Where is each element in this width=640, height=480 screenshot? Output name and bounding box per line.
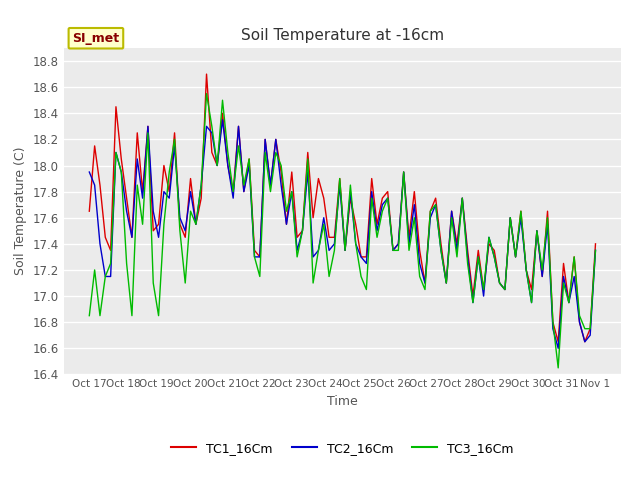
TC2_16Cm: [591, 248, 599, 253]
TC1_16Cm: [86, 208, 93, 214]
TC2_16Cm: [346, 189, 354, 194]
TC2_16Cm: [309, 254, 317, 260]
TC1_16Cm: [591, 241, 599, 247]
TC1_16Cm: [203, 71, 211, 77]
Text: SI_met: SI_met: [72, 32, 120, 45]
TC2_16Cm: [235, 123, 243, 129]
TC3_16Cm: [155, 313, 163, 319]
TC3_16Cm: [309, 280, 317, 286]
TC3_16Cm: [203, 91, 211, 96]
Line: TC1_16Cm: TC1_16Cm: [90, 74, 595, 342]
TC1_16Cm: [309, 215, 317, 221]
X-axis label: Time: Time: [327, 395, 358, 408]
Line: TC2_16Cm: TC2_16Cm: [90, 120, 595, 348]
TC3_16Cm: [346, 182, 354, 188]
TC3_16Cm: [554, 365, 562, 371]
TC1_16Cm: [554, 339, 562, 345]
TC3_16Cm: [235, 143, 243, 149]
TC2_16Cm: [554, 346, 562, 351]
Legend: TC1_16Cm, TC2_16Cm, TC3_16Cm: TC1_16Cm, TC2_16Cm, TC3_16Cm: [166, 436, 518, 459]
Title: Soil Temperature at -16cm: Soil Temperature at -16cm: [241, 28, 444, 43]
TC2_16Cm: [155, 234, 163, 240]
TC2_16Cm: [219, 117, 227, 123]
TC1_16Cm: [235, 123, 243, 129]
TC3_16Cm: [560, 280, 568, 286]
Y-axis label: Soil Temperature (C): Soil Temperature (C): [14, 147, 28, 276]
TC2_16Cm: [560, 274, 568, 279]
TC1_16Cm: [560, 261, 568, 266]
TC1_16Cm: [346, 195, 354, 201]
Line: TC3_16Cm: TC3_16Cm: [90, 94, 595, 368]
TC3_16Cm: [86, 313, 93, 319]
TC1_16Cm: [155, 221, 163, 227]
TC2_16Cm: [86, 169, 93, 175]
TC3_16Cm: [591, 248, 599, 253]
TC3_16Cm: [362, 287, 370, 292]
TC1_16Cm: [362, 254, 370, 260]
TC2_16Cm: [362, 261, 370, 266]
